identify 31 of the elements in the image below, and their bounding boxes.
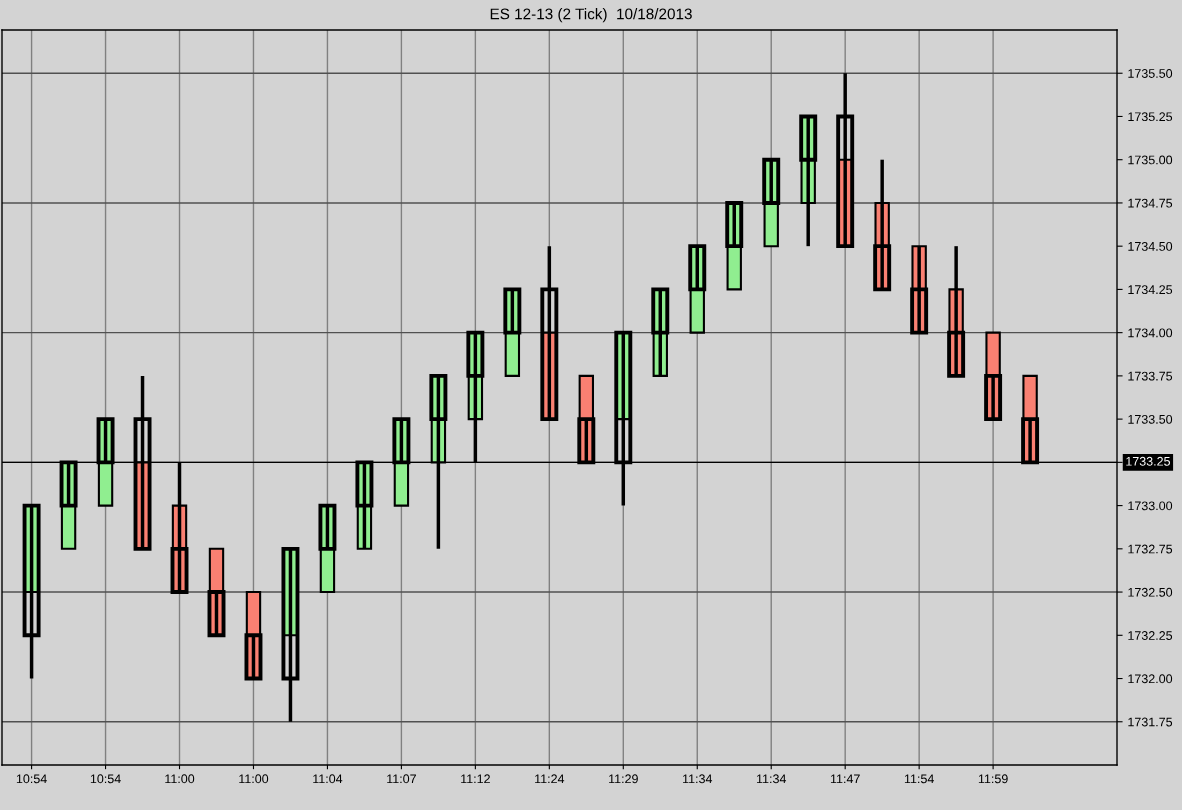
x-tick-label: 10:54 (16, 774, 47, 784)
y-tick-label: 1732.75 (1128, 544, 1173, 554)
x-tick-label: 11:07 (387, 774, 416, 784)
y-tick-label: 1734.75 (1128, 198, 1173, 208)
y-tick-label: 1734.25 (1128, 285, 1173, 295)
x-tick-label: 11:00 (165, 774, 195, 784)
x-tick-label: 11:34 (683, 774, 713, 784)
y-tick-label: 1731.75 (1128, 717, 1173, 727)
x-tick-label: 10:54 (90, 774, 121, 784)
y-tick-label: 1735.50 (1128, 69, 1173, 78)
x-tick-label: 11:00 (239, 774, 269, 784)
ref-line-label: 1733.25 (1126, 456, 1170, 466)
y-tick-label: 1733.50 (1128, 414, 1173, 424)
x-tick-label: 11:47 (830, 774, 860, 784)
y-tick-label: 1735.00 (1128, 155, 1173, 165)
x-tick-label: 11:04 (313, 774, 343, 784)
y-tick-label: 1732.25 (1128, 631, 1173, 640)
x-tick-label: 11:24 (535, 774, 565, 784)
y-tick-label: 1735.25 (1128, 112, 1173, 122)
y-tick-label: 1734.50 (1128, 241, 1173, 251)
x-tick-label: 11:12 (461, 774, 490, 784)
x-tick-label: 11:34 (757, 774, 787, 784)
y-tick-label: 1732.50 (1128, 587, 1173, 597)
x-tick-label: 11:59 (978, 774, 1008, 784)
y-tick-label: 1732.00 (1128, 674, 1173, 684)
y-tick-label: 1733.00 (1128, 501, 1173, 511)
y-tick-label: 1734.00 (1128, 328, 1173, 338)
x-tick-label: 11:29 (609, 774, 638, 784)
chart-title: ES 12-13 (2 Tick) 10/18/2013 (490, 8, 692, 23)
y-tick-label: 1733.75 (1128, 371, 1173, 381)
x-tick-label: 11:54 (904, 774, 934, 784)
